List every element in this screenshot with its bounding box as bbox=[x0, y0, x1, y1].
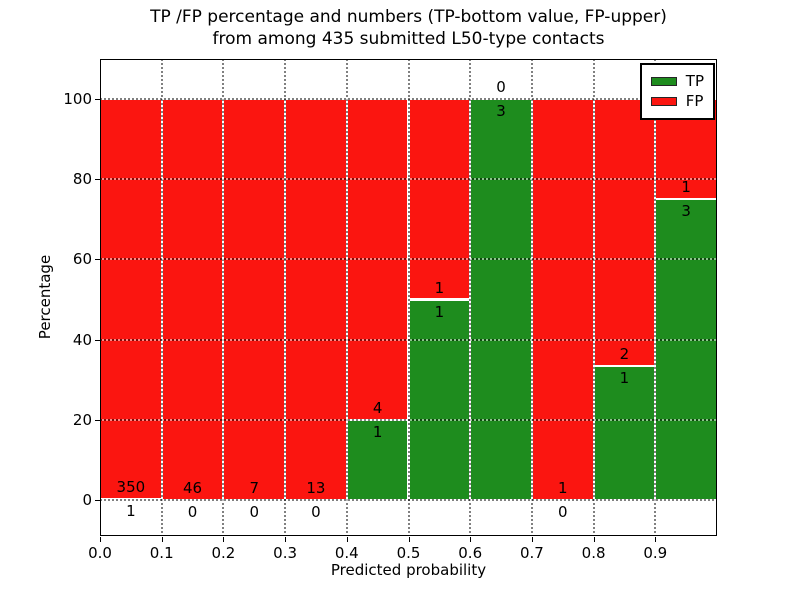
x-tick-label-0.6: 0.6 bbox=[458, 544, 483, 562]
x-tick-label-0.4: 0.4 bbox=[334, 544, 359, 562]
y-tick-mark-60 bbox=[95, 259, 100, 261]
chart-title: TP /FP percentage and numbers (TP-bottom… bbox=[100, 6, 717, 50]
bar-segment-fp-0.0-0.1 bbox=[100, 99, 162, 499]
gridline-y-0 bbox=[100, 499, 717, 501]
bar-segment-tp-0.8-0.9 bbox=[593, 366, 656, 500]
x-tick-mark-0.4 bbox=[346, 537, 348, 542]
x-tick-label-0.9: 0.9 bbox=[643, 544, 668, 562]
plot-area: 350 1 46 0 7 0 13 0 4 1 1 1 0 3 1 0 2 1 1 3 TP FP bbox=[100, 59, 717, 536]
fp-count-label-0.6-0.7: 0 bbox=[496, 78, 506, 97]
y-tick-label-80: 80 bbox=[72, 170, 92, 189]
tp-count-label-0.9-1.0: 3 bbox=[681, 202, 691, 221]
y-tick-mark-40 bbox=[95, 339, 100, 341]
gridline-y-100 bbox=[100, 98, 717, 100]
x-tick-label-0.7: 0.7 bbox=[519, 544, 544, 562]
x-tick-label-0.5: 0.5 bbox=[396, 544, 421, 562]
fp-count-label-0.8-0.9: 2 bbox=[619, 345, 630, 364]
gridline-x-0.1 bbox=[161, 59, 163, 536]
fp-count-label-0.7-0.8: 1 bbox=[557, 478, 568, 497]
x-tick-mark-0.6 bbox=[470, 537, 472, 542]
chart-title-line1: TP /FP percentage and numbers (TP-bottom… bbox=[150, 7, 667, 27]
fp-count-label-0.2-0.3: 7 bbox=[249, 478, 260, 497]
legend-swatch-fp bbox=[650, 97, 677, 106]
y-axis-label: Percentage bbox=[36, 254, 54, 340]
gridline-x-0.3 bbox=[284, 59, 286, 536]
bar-segment-fp-0.8-0.9 bbox=[593, 99, 656, 367]
bar-segment-fp-0.3-0.4 bbox=[285, 99, 347, 500]
y-tick-mark-20 bbox=[95, 419, 100, 421]
legend-label-tp: TP bbox=[685, 72, 704, 90]
gridline-x-0.6 bbox=[469, 59, 471, 536]
legend: TP FP bbox=[639, 63, 715, 120]
bar-segment-fp-0.1-0.2 bbox=[161, 99, 224, 500]
chart-title-line2: from among 435 submitted L50-type contac… bbox=[212, 29, 605, 49]
gridline-x-0.9 bbox=[654, 59, 656, 536]
bar-segment-fp-0.5-0.6 bbox=[408, 99, 471, 300]
legend-item-tp: TP bbox=[650, 72, 704, 90]
x-tick-mark-0.2 bbox=[223, 537, 225, 542]
gridline-x-0.5 bbox=[408, 59, 409, 536]
x-axis-label: Predicted probability bbox=[330, 561, 487, 579]
tp-count-label-0.1-0.2: 0 bbox=[187, 502, 198, 521]
y-tick-mark-80 bbox=[95, 179, 100, 181]
x-tick-label-0.0: 0.0 bbox=[88, 544, 112, 562]
fp-count-label-0.3-0.4: 13 bbox=[306, 478, 326, 497]
bar-segment-tp-0.5-0.6 bbox=[408, 299, 471, 500]
gridline-y-80 bbox=[100, 178, 717, 180]
tp-count-label-0.6-0.7: 3 bbox=[496, 102, 506, 121]
gridline-y-60 bbox=[100, 258, 717, 260]
x-tick-mark-0.8 bbox=[593, 537, 595, 542]
tp-count-label-0.3-0.4: 0 bbox=[311, 502, 321, 521]
x-tick-label-0.1: 0.1 bbox=[149, 544, 174, 562]
gridline-x-0.7 bbox=[531, 59, 533, 536]
y-tick-label-60: 60 bbox=[72, 250, 92, 269]
y-tick-label-40: 40 bbox=[72, 330, 92, 349]
y-tick-mark-0 bbox=[95, 499, 100, 501]
fp-count-label-0.0-0.1: 350 bbox=[116, 477, 146, 496]
bar-segment-fp-0.7-0.8 bbox=[531, 99, 594, 500]
legend-label-fp: FP bbox=[685, 92, 704, 110]
gridline-x-0.4 bbox=[346, 59, 348, 536]
tp-count-label-0.2-0.3: 0 bbox=[249, 502, 260, 521]
x-tick-mark-0.0 bbox=[100, 537, 101, 542]
x-tick-mark-0.5 bbox=[408, 537, 410, 542]
x-tick-mark-0.7 bbox=[531, 537, 533, 542]
fp-count-label-0.5-0.6: 1 bbox=[434, 278, 445, 297]
tp-count-label-0.5-0.6: 1 bbox=[434, 302, 445, 321]
y-tick-label-20: 20 bbox=[72, 410, 92, 429]
gridline-x-0.2 bbox=[222, 59, 224, 536]
fp-count-label-0.1-0.2: 46 bbox=[183, 478, 203, 497]
x-tick-label-0.3: 0.3 bbox=[273, 544, 298, 562]
x-tick-label-0.2: 0.2 bbox=[211, 544, 236, 562]
x-tick-mark-0.1 bbox=[161, 537, 163, 542]
fp-count-label-0.9-1.0: 1 bbox=[681, 178, 691, 197]
x-tick-mark-0.9 bbox=[655, 537, 657, 542]
fp-count-label-0.4-0.5: 4 bbox=[372, 398, 383, 417]
tp-count-label-0.0-0.1: 1 bbox=[126, 501, 136, 520]
bar-segment-tp-0.6-0.7 bbox=[470, 99, 532, 500]
tp-count-label-0.8-0.9: 1 bbox=[619, 369, 630, 388]
y-tick-mark-100 bbox=[95, 99, 100, 101]
gridline-y-20 bbox=[100, 419, 717, 421]
x-tick-mark-0.3 bbox=[285, 537, 287, 542]
tp-count-label-0.7-0.8: 0 bbox=[557, 502, 568, 521]
y-tick-label-100: 100 bbox=[63, 90, 92, 109]
gridline-x-0.8 bbox=[593, 59, 595, 536]
legend-swatch-tp bbox=[650, 77, 677, 86]
x-tick-label-0.8: 0.8 bbox=[581, 544, 606, 562]
legend-item-fp: FP bbox=[650, 92, 704, 110]
bar-segment-fp-0.2-0.3 bbox=[223, 99, 286, 500]
bar-segment-tp-0.9-1.0 bbox=[655, 199, 717, 500]
tp-count-label-0.4-0.5: 1 bbox=[372, 422, 383, 441]
y-tick-label-0: 0 bbox=[82, 490, 92, 509]
gridline-y-40 bbox=[100, 339, 717, 341]
